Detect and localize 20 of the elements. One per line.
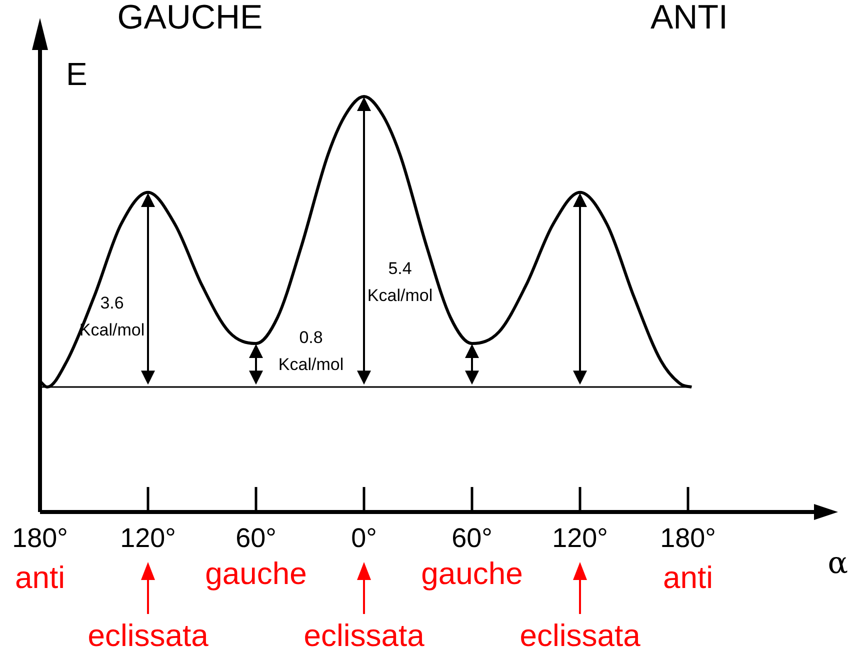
- text: gauche: [205, 556, 307, 592]
- x-tick-label: 60°: [236, 522, 276, 553]
- x-tick-label: 120°: [552, 522, 608, 553]
- annotation: 0.8 Kcal/mol: [278, 328, 344, 374]
- x-tick-label: 0°: [351, 522, 377, 553]
- text: eclissata: [88, 618, 210, 653]
- x-tick-label: 60°: [452, 522, 492, 553]
- y-axis-title: E: [66, 56, 88, 92]
- annotation: 5.4 Kcal/mol: [367, 259, 433, 306]
- text: eclissata: [304, 618, 426, 653]
- x-tick-label: 120°: [120, 522, 176, 553]
- text: ANTI: [650, 0, 728, 36]
- text: eclissata: [520, 618, 642, 653]
- text: anti: [15, 560, 65, 596]
- x-axis-title: α: [828, 546, 848, 581]
- text: gauche: [421, 556, 523, 592]
- text: anti: [663, 560, 713, 596]
- text: GAUCHE: [117, 0, 263, 36]
- x-tick-label: 180°: [12, 522, 68, 553]
- x-tick-label: 180°: [660, 522, 716, 553]
